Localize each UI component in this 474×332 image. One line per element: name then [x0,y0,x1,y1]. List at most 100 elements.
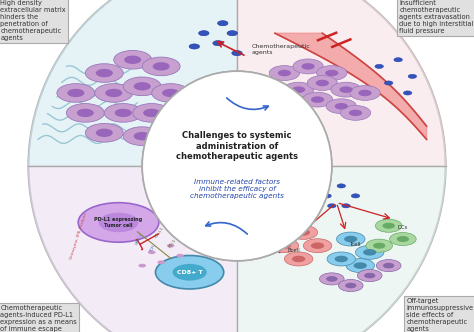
Ellipse shape [153,62,170,71]
Ellipse shape [408,74,417,78]
Ellipse shape [77,109,94,117]
Ellipse shape [278,242,291,249]
Text: MHC-I: MHC-I [135,232,144,245]
Ellipse shape [218,21,228,26]
Ellipse shape [303,239,332,253]
Ellipse shape [394,58,402,62]
Ellipse shape [284,252,313,266]
Ellipse shape [148,250,155,254]
Ellipse shape [307,76,337,90]
Ellipse shape [375,64,383,68]
Ellipse shape [337,184,346,188]
Ellipse shape [105,89,122,97]
Ellipse shape [327,252,356,266]
Ellipse shape [99,213,138,232]
Ellipse shape [123,127,161,145]
Text: Bcell: Bcell [288,248,300,253]
Ellipse shape [232,50,242,56]
Ellipse shape [337,232,365,246]
Ellipse shape [384,81,393,85]
Ellipse shape [142,71,332,261]
Ellipse shape [345,283,356,288]
Ellipse shape [274,99,304,114]
Ellipse shape [335,256,348,262]
Ellipse shape [351,194,360,198]
Ellipse shape [167,244,174,248]
Text: Granzyme, IFN, Perforin: Granzyme, IFN, Perforin [69,212,88,260]
Ellipse shape [297,229,310,236]
Ellipse shape [142,57,180,76]
Text: Chemotherapeutic
agents: Chemotherapeutic agents [251,44,310,55]
FancyArrowPatch shape [227,98,268,110]
Ellipse shape [134,132,151,140]
Ellipse shape [339,86,353,93]
Ellipse shape [346,259,374,273]
Ellipse shape [326,99,356,114]
Ellipse shape [364,273,375,278]
Ellipse shape [28,0,446,332]
Ellipse shape [319,273,344,285]
Ellipse shape [134,82,151,91]
Ellipse shape [173,264,207,281]
Ellipse shape [356,245,384,259]
Ellipse shape [375,219,402,232]
Text: PD-1: PD-1 [168,238,177,248]
Ellipse shape [161,104,199,122]
Ellipse shape [289,225,318,239]
Ellipse shape [316,80,329,86]
Polygon shape [28,0,237,166]
Ellipse shape [354,262,367,269]
Ellipse shape [376,260,401,272]
Polygon shape [237,0,446,166]
Ellipse shape [85,64,123,82]
Ellipse shape [114,50,152,69]
Ellipse shape [383,223,395,229]
Text: Immune-related factors
inhibit the efficacy of
chemotherapeutic agents: Immune-related factors inhibit the effic… [190,179,284,200]
Ellipse shape [358,90,372,96]
Ellipse shape [301,63,315,70]
FancyArrowPatch shape [206,222,247,234]
Ellipse shape [311,96,324,103]
Ellipse shape [350,86,380,100]
Ellipse shape [342,204,350,208]
Ellipse shape [138,264,146,268]
Ellipse shape [157,260,165,264]
Ellipse shape [331,82,361,97]
Ellipse shape [344,236,357,242]
Text: TCR: TCR [149,244,156,253]
Ellipse shape [85,124,123,142]
Ellipse shape [199,31,209,36]
Ellipse shape [357,270,382,282]
Ellipse shape [155,256,224,289]
Ellipse shape [152,84,190,102]
Ellipse shape [317,66,347,80]
Ellipse shape [57,84,95,102]
Text: Tcell: Tcell [350,242,361,247]
Ellipse shape [172,109,189,117]
Text: DCs: DCs [398,225,408,230]
Ellipse shape [313,184,322,188]
Text: High density
extracellular matrix
hinders the
penetration of
chemotherapeutic
ag: High density extracellular matrix hinder… [0,0,66,41]
Ellipse shape [227,31,237,36]
Ellipse shape [283,103,296,110]
Polygon shape [275,33,427,139]
Ellipse shape [326,276,337,282]
Polygon shape [28,166,237,332]
Ellipse shape [96,69,113,77]
Ellipse shape [133,104,171,122]
Ellipse shape [213,41,223,46]
Ellipse shape [115,109,132,117]
Text: PD-L1 expressing
Tumor cell: PD-L1 expressing Tumor cell [94,217,143,228]
Ellipse shape [340,106,371,120]
Ellipse shape [311,242,324,249]
Ellipse shape [67,89,84,97]
Ellipse shape [328,204,336,208]
Ellipse shape [269,66,300,80]
Ellipse shape [338,280,363,291]
Ellipse shape [278,70,291,76]
Ellipse shape [293,59,323,74]
Ellipse shape [66,104,104,122]
Text: Chemotherapeutic
agents-induced PD-L1
expression as a means
of immune escape: Chemotherapeutic agents-induced PD-L1 ex… [0,305,77,332]
Ellipse shape [292,256,305,262]
Ellipse shape [335,103,348,110]
